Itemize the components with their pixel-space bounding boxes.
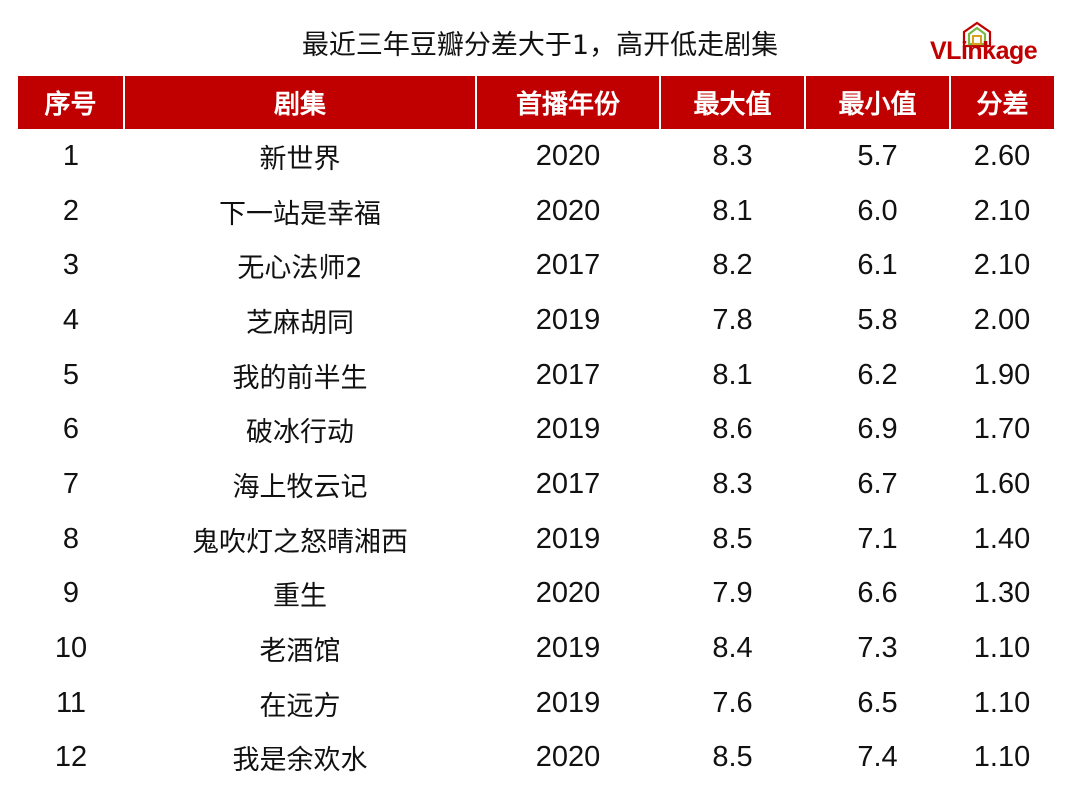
row-index-cell: 1	[62, 139, 80, 172]
min-score-cell: 5.8	[857, 303, 898, 336]
table-row: 12 我是余欢水 2020 8.5 7.4 1.10	[18, 731, 1054, 786]
min-score-cell: 6.9	[857, 413, 898, 446]
min-score-cell: 6.7	[857, 467, 898, 500]
score-gap-cell: 1.90	[973, 358, 1031, 391]
drama-score-table: 序号 剧集 首播年份 最大值 最小值 分差 1 新世界 2020 8.3 5.7 2.60…	[18, 76, 1054, 785]
score-gap-cell: 1.10	[973, 741, 1031, 774]
series-name-cell: 新世界	[259, 143, 341, 175]
max-score-cell: 8.3	[712, 139, 753, 172]
score-gap-cell: 1.30	[973, 577, 1031, 610]
premiere-year-cell: 2020	[535, 741, 601, 774]
row-index-cell: 12	[54, 741, 88, 774]
premiere-year-cell: 2019	[535, 413, 601, 446]
table-row: 8 鬼吹灯之怒晴湘西 2019 8.5 7.1 1.40	[18, 512, 1054, 567]
row-index-cell: 6	[62, 413, 80, 446]
series-name-cell: 我是余欢水	[232, 745, 368, 777]
score-gap-cell: 2.10	[973, 249, 1031, 282]
series-name-cell: 在远方	[259, 690, 341, 722]
table-row: 1 新世界 2020 8.3 5.7 2.60	[18, 129, 1054, 184]
series-name-cell: 破冰行动	[246, 417, 354, 449]
row-index-cell: 11	[55, 686, 87, 719]
max-score-cell: 8.3	[712, 467, 753, 500]
min-score-cell: 6.6	[857, 577, 898, 610]
premiere-year-cell: 2020	[535, 139, 601, 172]
min-score-cell: 6.0	[857, 194, 898, 227]
max-score-cell: 8.2	[712, 249, 753, 282]
min-score-cell: 7.4	[857, 741, 898, 774]
premiere-year-cell: 2019	[535, 686, 601, 719]
premiere-year-cell: 2020	[535, 194, 601, 227]
premiere-year-cell: 2017	[535, 249, 601, 282]
header-min-score: 最小值	[804, 76, 950, 129]
vlinkage-logo: VLinkage	[930, 20, 1050, 70]
logo-text: VLinkage	[930, 37, 1038, 65]
premiere-year-cell: 2017	[535, 467, 601, 500]
table-row: 3 无心法师2 2017 8.2 6.1 2.10	[18, 238, 1054, 293]
row-index-cell: 7	[62, 467, 80, 500]
table-row: 6 破冰行动 2019 8.6 6.9 1.70	[18, 402, 1054, 457]
max-score-cell: 8.4	[712, 632, 753, 665]
max-score-cell: 7.9	[712, 577, 753, 610]
premiere-year-cell: 2019	[535, 632, 601, 665]
score-gap-cell: 2.00	[973, 303, 1031, 336]
row-index-cell: 3	[62, 249, 80, 282]
score-gap-cell: 1.60	[973, 467, 1031, 500]
series-name-cell: 我的前半生	[232, 362, 368, 394]
row-index-cell: 10	[54, 632, 88, 665]
header-premiere-year: 首播年份	[475, 76, 660, 129]
table-row: 7 海上牧云记 2017 8.3 6.7 1.60	[18, 457, 1054, 512]
score-gap-cell: 2.10	[973, 194, 1031, 227]
table-row: 11 在远方 2019 7.6 6.5 1.10	[18, 676, 1054, 731]
table-row: 10 老酒馆 2019 8.4 7.3 1.10	[18, 621, 1054, 676]
series-name-cell: 鬼吹灯之怒晴湘西	[192, 526, 408, 558]
table-row: 2 下一站是幸福 2020 8.1 6.0 2.10	[18, 184, 1054, 239]
table-row: 5 我的前半生 2017 8.1 6.2 1.90	[18, 348, 1054, 403]
row-index-cell: 2	[62, 194, 80, 227]
score-gap-cell: 2.60	[973, 139, 1031, 172]
row-index-cell: 5	[62, 358, 80, 391]
header-score-gap: 分差	[949, 76, 1054, 129]
house-frame-logo-icon	[962, 21, 992, 48]
premiere-year-cell: 2017	[535, 358, 601, 391]
premiere-year-cell: 2019	[535, 303, 601, 336]
premiere-year-cell: 2019	[535, 522, 601, 555]
min-score-cell: 7.1	[857, 522, 898, 555]
series-name-cell: 海上牧云记	[232, 471, 368, 503]
max-score-cell: 8.5	[712, 741, 753, 774]
max-score-cell: 8.5	[712, 522, 753, 555]
max-score-cell: 8.1	[712, 358, 753, 391]
table-body: 1 新世界 2020 8.3 5.7 2.60 2 下一站是幸福 2020 8.1 6.0 2.10 3…	[18, 129, 1054, 785]
row-index-cell: 4	[62, 303, 80, 336]
min-score-cell: 7.3	[857, 632, 898, 665]
page-title: 最近三年豆瓣分差大于1，高开低走剧集	[301, 30, 779, 61]
series-name-cell: 下一站是幸福	[219, 198, 381, 230]
header-series: 剧集	[123, 76, 476, 129]
score-gap-cell: 1.70	[973, 413, 1031, 446]
max-score-cell: 8.1	[712, 194, 753, 227]
min-score-cell: 6.5	[857, 686, 898, 719]
max-score-cell: 7.8	[712, 303, 753, 336]
row-index-cell: 8	[62, 522, 80, 555]
series-name-cell: 芝麻胡同	[246, 307, 354, 339]
score-gap-cell: 1.40	[973, 522, 1031, 555]
table-header-row: 序号 剧集 首播年份 最大值 最小值 分差	[18, 76, 1054, 129]
table-row: 9 重生 2020 7.9 6.6 1.30	[18, 567, 1054, 622]
series-name-cell: 无心法师2	[237, 253, 363, 285]
min-score-cell: 6.1	[857, 249, 898, 282]
score-gap-cell: 1.10	[973, 686, 1031, 719]
min-score-cell: 6.2	[857, 358, 898, 391]
series-name-cell: 老酒馆	[259, 636, 341, 668]
max-score-cell: 8.6	[712, 413, 753, 446]
header-index: 序号	[18, 76, 124, 129]
max-score-cell: 7.6	[712, 686, 753, 719]
premiere-year-cell: 2020	[535, 577, 601, 610]
score-gap-cell: 1.10	[973, 632, 1031, 665]
min-score-cell: 5.7	[857, 139, 898, 172]
table-row: 4 芝麻胡同 2019 7.8 5.8 2.00	[18, 293, 1054, 348]
row-index-cell: 9	[62, 577, 80, 610]
header-max-score: 最大值	[659, 76, 805, 129]
series-name-cell: 重生	[273, 581, 327, 613]
